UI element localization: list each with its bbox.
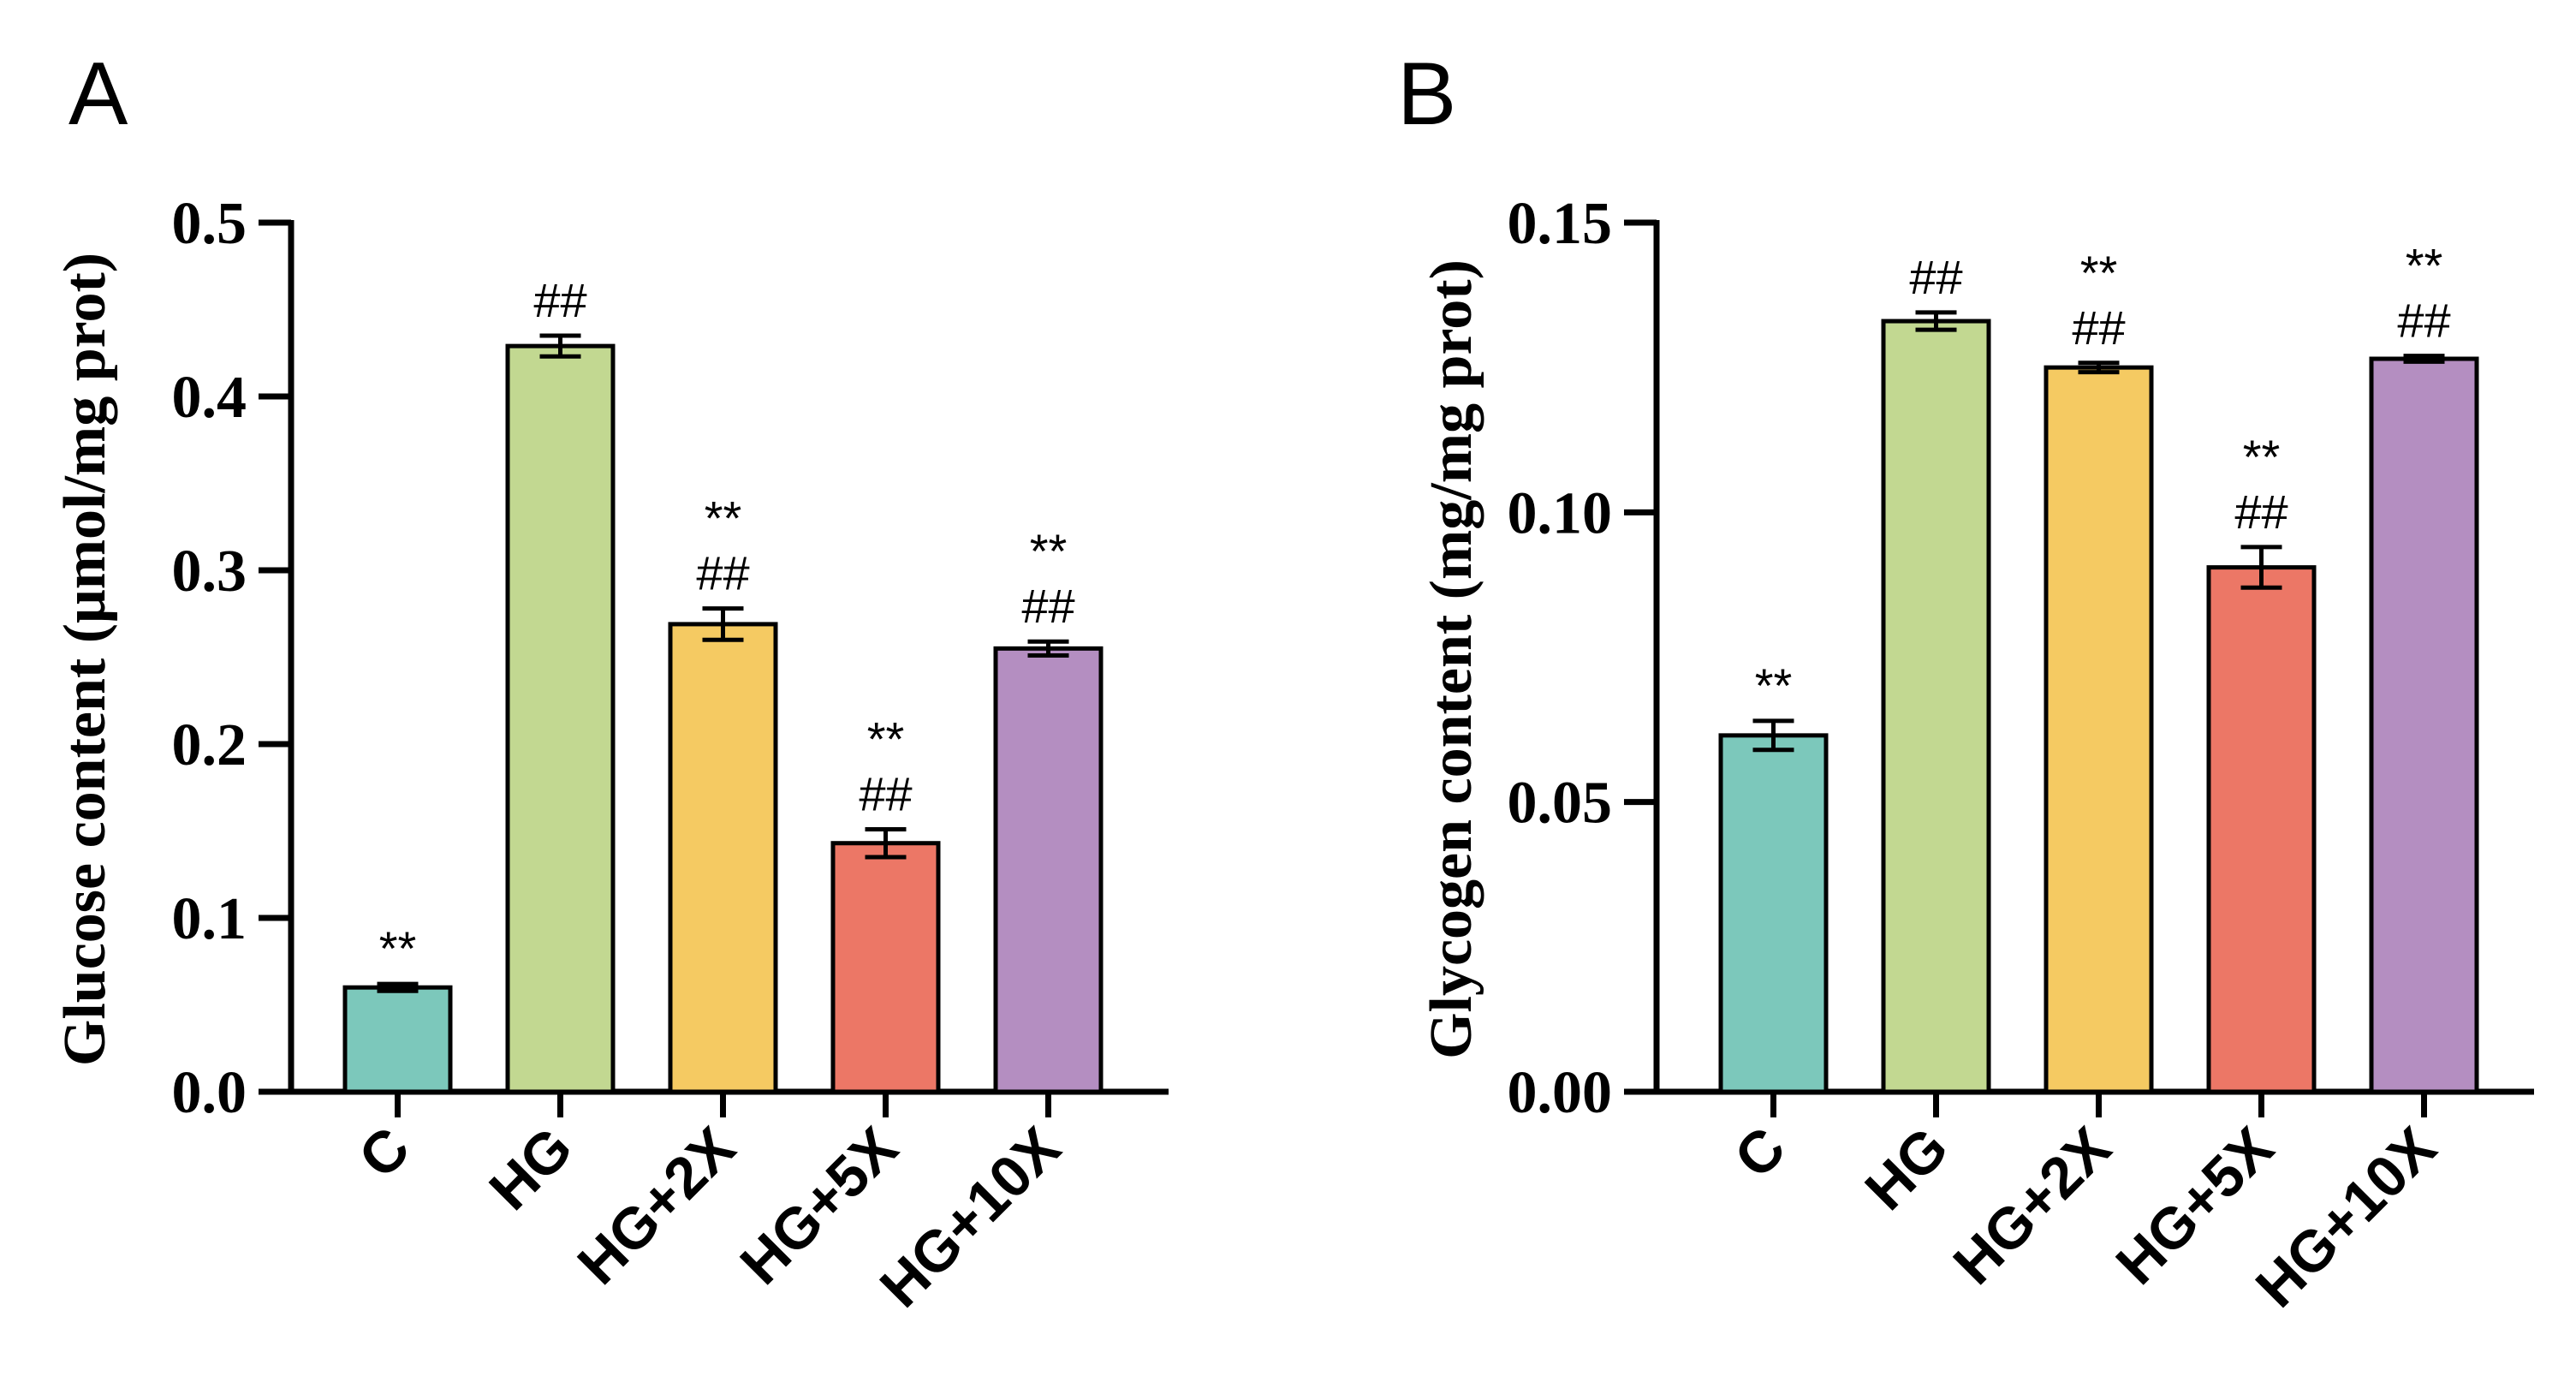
panel-a-y-tick-label: 0.3 (172, 539, 247, 605)
panel-b-significance-label: ** (2080, 246, 2118, 300)
panel-a-category-label: C (347, 1115, 422, 1190)
panel-a-bar-hg-plus-5x (830, 841, 941, 1094)
panel-b-significance-label: ** (2406, 239, 2443, 293)
panel-a-significance-label: ## (1021, 579, 1074, 633)
panel-a-y-tick-label: 0.1 (172, 886, 247, 952)
panel-a-significance-label: ## (859, 766, 912, 820)
panel-a-category-label: HG (477, 1115, 585, 1223)
panel-b-letter: B (1397, 45, 1456, 144)
panel-b-category-label: HG+10X (2244, 1115, 2448, 1320)
panel-b-y-tick-label: 0.00 (1508, 1060, 1613, 1126)
panel-b-significance-label: ## (1909, 250, 1962, 304)
panel-a-significance-label: ## (533, 273, 586, 327)
panel-b-significance-label: ## (2397, 294, 2450, 348)
panel-a-category-label: HG+2X (565, 1115, 747, 1297)
panel-b-significance-label: ## (2234, 485, 2287, 539)
panel-a-y-tick-label: 0.5 (172, 191, 247, 257)
panel-b-significance-label: ## (2072, 301, 2125, 354)
panel-b-y-tick-label: 0.15 (1508, 191, 1613, 257)
panel-b: B Glycogen content (mg/mg prot) 0.00 0.05… (1397, 45, 2534, 1320)
panel-a-bar-c (342, 985, 453, 1094)
panel-a-letter: A (68, 45, 128, 144)
panel-b-bar-hg-plus-2x (2044, 365, 2154, 1094)
panel-a-y-axis-title: Glucose content (μmol/mg prot) (52, 253, 118, 1066)
panel-a-bar-hg-plus-2x (668, 622, 778, 1094)
panel-a-bar-hg-plus-10x (993, 646, 1104, 1094)
panel-b-bar-hg (1881, 319, 1991, 1094)
panel-a-significance-label: ** (867, 712, 905, 766)
panel-b-category-label: C (1722, 1115, 1798, 1190)
panel-a-significance-label: ## (696, 546, 749, 600)
panel-b-y-tick-label: 0.10 (1508, 480, 1613, 546)
panel-a-y-tick-label: 0.4 (172, 365, 247, 431)
panel-a-y-tick-label: 0.0 (172, 1060, 247, 1126)
panel-b-bar-c (1718, 733, 1829, 1094)
panel-a: A Glucose content (μmol/mg prot) 0.0 0.1 0… (52, 45, 1169, 1320)
panel-a-significance-label: ** (379, 921, 417, 975)
panel-b-category-label: HG+2X (1941, 1115, 2123, 1297)
panel-b-bar-hg-plus-10x (2369, 356, 2479, 1094)
panel-a-category-label: HG+10X (868, 1115, 1073, 1320)
panel-a-bar-hg (505, 343, 616, 1094)
panel-b-y-axis-title: Glycogen content (mg/mg prot) (1419, 259, 1484, 1059)
panel-a-plot: 0.00.10.20.30.40.5C**HG##HG+2X**##HG+5X*… (172, 191, 1169, 1320)
panel-a-y-tick-label: 0.2 (172, 712, 247, 778)
panel-a-significance-label: ** (1030, 524, 1068, 578)
panel-b-y-tick-label: 0.05 (1508, 771, 1613, 837)
panel-b-plot: 0.000.050.100.15C**HG##HG+2X**##HG+5X**#… (1508, 191, 2534, 1320)
panel-a-significance-label: ** (705, 491, 742, 545)
panel-b-significance-label: ** (1755, 658, 1793, 712)
panel-b-bar-hg-plus-5x (2206, 565, 2317, 1094)
panel-b-category-label: HG (1853, 1115, 1960, 1223)
panel-b-significance-label: ** (2243, 430, 2281, 484)
